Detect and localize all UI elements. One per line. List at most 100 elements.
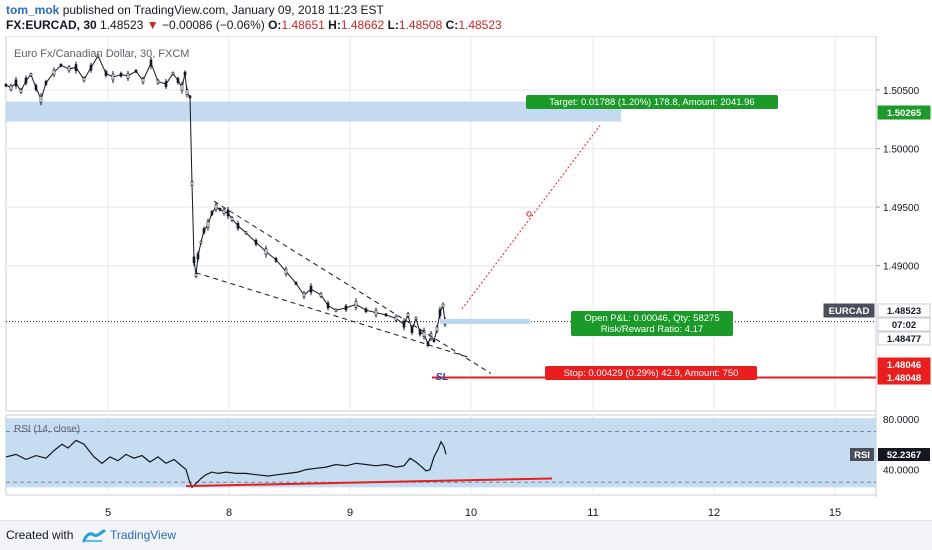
- candle-body: [354, 301, 358, 308]
- price-badge: [877, 370, 931, 385]
- candle-body: [344, 305, 348, 311]
- candle-body: [364, 308, 368, 313]
- rsi-name-badge: [850, 448, 874, 461]
- candle-body: [394, 316, 398, 321]
- price-badge: [877, 317, 931, 332]
- resistance-zone: [6, 101, 621, 122]
- high-label: H:: [328, 18, 341, 32]
- pnl-label-text: Open P&L: 0.00046, Qty: 58275: [584, 313, 719, 324]
- price-chart[interactable]: 5 8 9 10 11 12 15 1.50500 1.50000 1.49500 1.49000 E…: [0, 36, 932, 520]
- y-tick-label: 1.49500: [883, 203, 920, 214]
- price-badge-text: 1.48477: [887, 334, 921, 345]
- rsi-band: [6, 418, 876, 488]
- candle-body: [185, 89, 189, 96]
- ohlc-line: FX:EURCAD, 30 1.48523 ▼ −0.00086 (−0.06%…: [6, 18, 502, 33]
- close-value: 1.48523: [458, 18, 502, 32]
- candle-body: [210, 211, 214, 215]
- y-tick-label: 1.50500: [883, 86, 920, 97]
- stop-label-text: Stop: 0.00429 (0.29%) 42.9, Amount: 750: [564, 368, 739, 379]
- candle-body: [89, 64, 93, 71]
- price-badge: [823, 303, 875, 318]
- candle-body: [414, 317, 418, 320]
- candle-body: [410, 327, 414, 333]
- candle-body: [9, 85, 13, 90]
- target-label-box: [526, 95, 778, 109]
- candle-body: [254, 239, 258, 245]
- candle-body: [141, 78, 145, 83]
- price-badge: [877, 105, 931, 120]
- candle-body: [226, 209, 230, 217]
- rsi-value-badge: [878, 448, 930, 461]
- candle-body: [96, 54, 100, 58]
- high-value: 1.48662: [340, 18, 385, 32]
- x-tick-label: 9: [347, 507, 353, 519]
- price-badge-text: 1.48048: [887, 373, 921, 384]
- rsi-value-badge-text: 52.2367: [887, 450, 921, 461]
- candle-body: [218, 208, 222, 211]
- candle-body: [39, 95, 43, 103]
- publisher-username[interactable]: tom_mok: [6, 3, 60, 17]
- candle-body: [334, 308, 338, 312]
- candle-body: [29, 73, 33, 76]
- change-down-icon: ▼: [146, 18, 159, 32]
- price-badge: [877, 331, 931, 346]
- rsi-tick-label: 80.0000: [883, 415, 920, 426]
- candle-body: [302, 292, 306, 298]
- symbol-label: FX:EURCAD, 30: [6, 18, 97, 32]
- tradingview-brand-link[interactable]: TradingView: [110, 528, 177, 542]
- pnl-label-box: [571, 311, 733, 336]
- candle-body: [192, 256, 196, 264]
- price-badge-text: EURCAD: [829, 306, 870, 317]
- y-tick-label: 1.50000: [883, 145, 920, 156]
- candle-body: [326, 302, 330, 309]
- main-pane-frame: [5, 36, 877, 412]
- tradingview-logo-icon: [82, 529, 106, 543]
- entry-zone: [440, 318, 530, 324]
- publisher-line: tom_mok published on TradingView.com, Ja…: [6, 3, 502, 18]
- candle-body: [202, 228, 206, 233]
- projection-midpoint: [526, 211, 532, 217]
- candle-body: [111, 73, 115, 81]
- candle-body: [402, 320, 406, 328]
- rsi-tick-label: 40.0000: [883, 466, 920, 477]
- candle-body: [183, 71, 187, 76]
- chart-header: tom_mok published on TradingView.com, Ja…: [6, 3, 502, 33]
- channel-lower-line: [195, 272, 469, 358]
- candle-body: [180, 84, 184, 91]
- candle-body: [284, 268, 288, 275]
- candle-body: [236, 223, 240, 229]
- candle-body: [374, 309, 378, 316]
- candle-body: [134, 69, 138, 73]
- rsi-name-badge-text: RSI: [854, 450, 870, 461]
- open-label: O:: [268, 18, 282, 32]
- footer-bar: Created with TradingView: [0, 520, 932, 550]
- candle-body: [422, 330, 426, 337]
- candle-body: [264, 248, 268, 255]
- open-value: 1.48651: [281, 18, 325, 32]
- y-tick-label: 1.49000: [883, 262, 920, 273]
- candle-body: [214, 204, 218, 210]
- candle-body: [230, 217, 234, 221]
- candle-body: [222, 209, 226, 215]
- candle-body: [188, 95, 192, 99]
- x-tick-label: 8: [226, 507, 232, 519]
- candle-body: [274, 258, 278, 262]
- candle-body: [14, 79, 18, 87]
- price-change: −0.00086 (−0.06%): [162, 18, 265, 32]
- candle-body: [199, 240, 203, 244]
- candle-body: [244, 231, 248, 235]
- price-badge-text: 1.50265: [887, 108, 922, 119]
- candle-body: [319, 293, 323, 297]
- x-tick-label: 10: [465, 507, 477, 519]
- x-tick-label: 15: [829, 507, 841, 519]
- candle-body: [196, 253, 200, 260]
- candle-body: [104, 71, 108, 76]
- created-with-label: Created with: [6, 528, 74, 542]
- rsi-line: [5, 439, 447, 489]
- chart-title: Euro Fx/Canadian Dollar, 30, FXCM: [14, 48, 189, 60]
- candle-body: [294, 281, 298, 285]
- channel-upper-line: [213, 200, 492, 374]
- candle-body: [438, 309, 442, 316]
- sl-label: SL: [436, 372, 449, 383]
- candle-body: [4, 83, 8, 87]
